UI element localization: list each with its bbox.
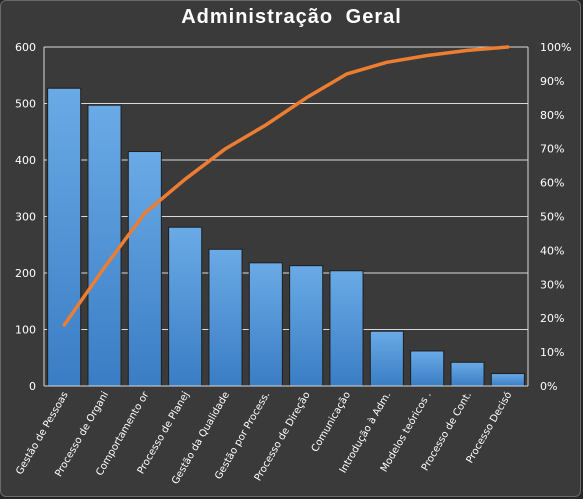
y-right-tick-label: 0% xyxy=(540,380,557,393)
y-right-tick-label: 100% xyxy=(540,41,571,54)
bar xyxy=(248,262,283,387)
x-tick-label: Comunicação xyxy=(310,390,353,454)
bar xyxy=(168,226,203,387)
bar xyxy=(87,104,122,387)
y-right-tick-label: 20% xyxy=(540,312,564,325)
chart-title: Administração Geral xyxy=(181,6,402,28)
y-left-tick-label: 200 xyxy=(15,267,36,280)
bar xyxy=(127,151,162,387)
bar xyxy=(410,350,445,387)
y-right-tick-label: 70% xyxy=(540,143,564,156)
y-right-tick-label: 40% xyxy=(540,244,564,257)
bar xyxy=(289,265,324,387)
bar xyxy=(369,330,404,387)
y-left-tick-label: 0 xyxy=(29,380,36,393)
cumulative-line xyxy=(62,45,510,327)
y-right-tick-label: 50% xyxy=(540,211,564,224)
y-left-tick-label: 400 xyxy=(15,154,36,167)
y-right-tick-label: 80% xyxy=(540,109,564,122)
y-right-tick-label: 60% xyxy=(540,177,564,190)
y-right-tick-label: 30% xyxy=(540,278,564,291)
y-right-tick-label: 10% xyxy=(540,346,564,359)
bar xyxy=(329,270,364,387)
x-tick-label: Processo Decisó xyxy=(464,390,515,466)
y-left-tick-label: 100 xyxy=(15,324,36,337)
y-left-tick-label: 500 xyxy=(15,98,36,111)
y-left-tick-label: 300 xyxy=(15,211,36,224)
y-left-tick-label: 600 xyxy=(15,41,36,54)
bar xyxy=(490,373,525,387)
y-right-tick-label: 90% xyxy=(540,75,564,88)
bar xyxy=(47,87,82,387)
bar xyxy=(208,248,243,387)
bar xyxy=(450,361,485,387)
